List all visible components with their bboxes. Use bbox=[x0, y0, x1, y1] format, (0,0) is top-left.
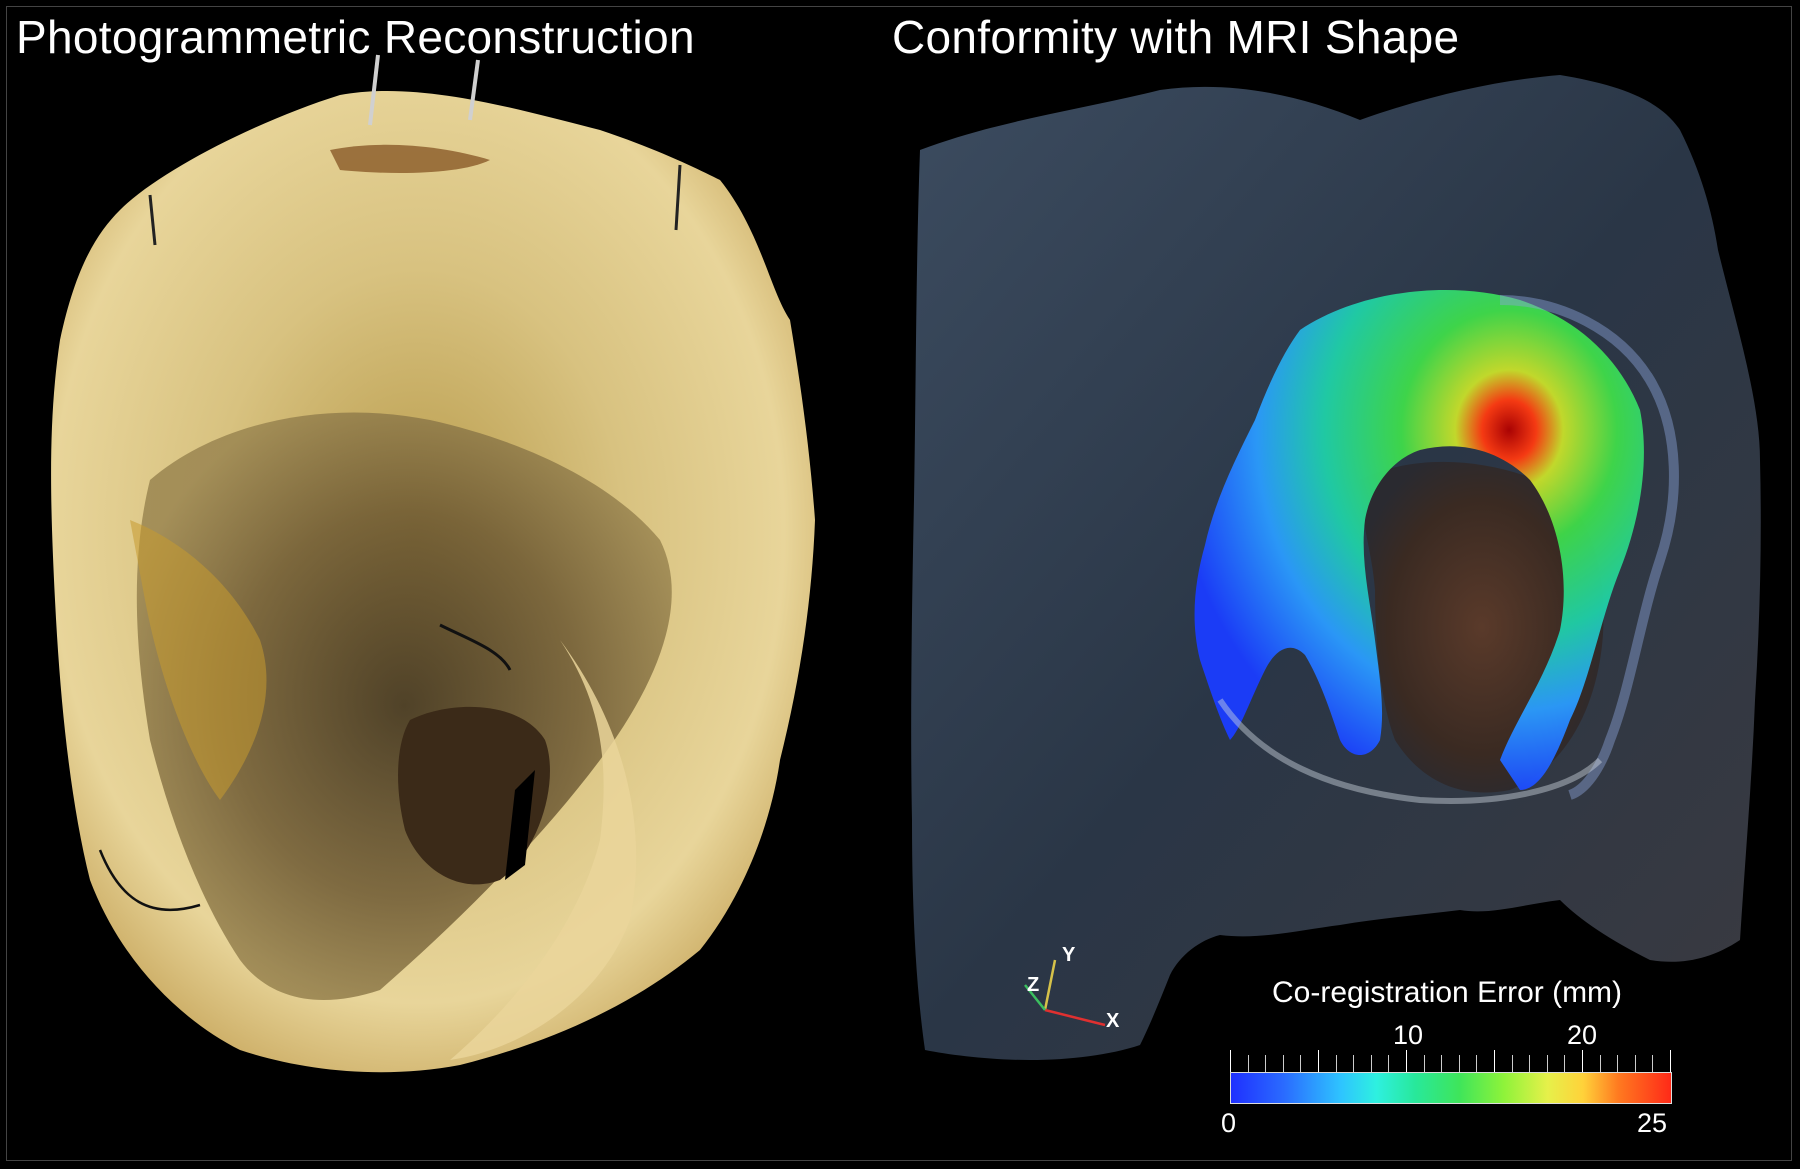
colorbar-tick-mark bbox=[1265, 1055, 1266, 1072]
colorbar-tick-mark bbox=[1617, 1055, 1618, 1072]
colorbar-tick-mark bbox=[1582, 1050, 1583, 1072]
colorbar-tick-mark bbox=[1670, 1050, 1671, 1072]
colorbar-tick-mark bbox=[1248, 1055, 1249, 1072]
colorbar-title: Co-registration Error (mm) bbox=[1272, 976, 1623, 1009]
axis-y-label: Y bbox=[1062, 944, 1076, 966]
figure-frame bbox=[6, 6, 1792, 1161]
axis-triad bbox=[1024, 959, 1106, 1027]
colorbar-tick-mark bbox=[1476, 1055, 1477, 1072]
colorbar-tick-mark bbox=[1230, 1050, 1231, 1072]
colorbar-tick-mark bbox=[1318, 1050, 1319, 1072]
right-panel-title: Conformity with MRI Shape bbox=[892, 11, 1460, 63]
colorbar-tick-mark bbox=[1459, 1055, 1460, 1072]
colorbar-tick-mark bbox=[1529, 1055, 1530, 1072]
colorbar bbox=[1230, 1072, 1672, 1104]
colorbar-tick-mark bbox=[1371, 1055, 1372, 1072]
colorbar-tick-mark bbox=[1406, 1050, 1407, 1072]
colorbar-tick-mark bbox=[1300, 1055, 1301, 1072]
colorbar-tick-mark bbox=[1564, 1055, 1565, 1072]
surface-render bbox=[911, 75, 1761, 1060]
colorbar-tick-mark bbox=[1600, 1055, 1601, 1072]
colorbar-tick-mark bbox=[1441, 1055, 1442, 1072]
specimen-photo bbox=[51, 54, 815, 1073]
colorbar-tick-mark bbox=[1635, 1055, 1636, 1072]
colorbar-tick-mark bbox=[1424, 1055, 1425, 1072]
colorbar-tick-mark bbox=[1336, 1055, 1337, 1072]
axis-x-label: X bbox=[1106, 1010, 1120, 1032]
colorbar-tick-mark bbox=[1283, 1055, 1284, 1072]
left-panel-title: Photogrammetric Reconstruction bbox=[16, 11, 695, 63]
colorbar-min-label: 0 bbox=[1221, 1108, 1237, 1138]
colorbar-tick-mark bbox=[1512, 1055, 1513, 1072]
colorbar-tick-mark bbox=[1547, 1055, 1548, 1072]
colorbar-tick-label: 10 bbox=[1393, 1020, 1424, 1050]
colorbar-max-label: 25 bbox=[1637, 1108, 1668, 1138]
colorbar-tick-mark bbox=[1494, 1050, 1495, 1072]
colorbar-tick-mark bbox=[1353, 1055, 1354, 1072]
colorbar-tick-mark bbox=[1652, 1055, 1653, 1072]
axis-z-label: Z bbox=[1027, 974, 1040, 996]
colorbar-tick-label: 20 bbox=[1567, 1020, 1598, 1050]
colorbar-tick-mark bbox=[1388, 1055, 1389, 1072]
